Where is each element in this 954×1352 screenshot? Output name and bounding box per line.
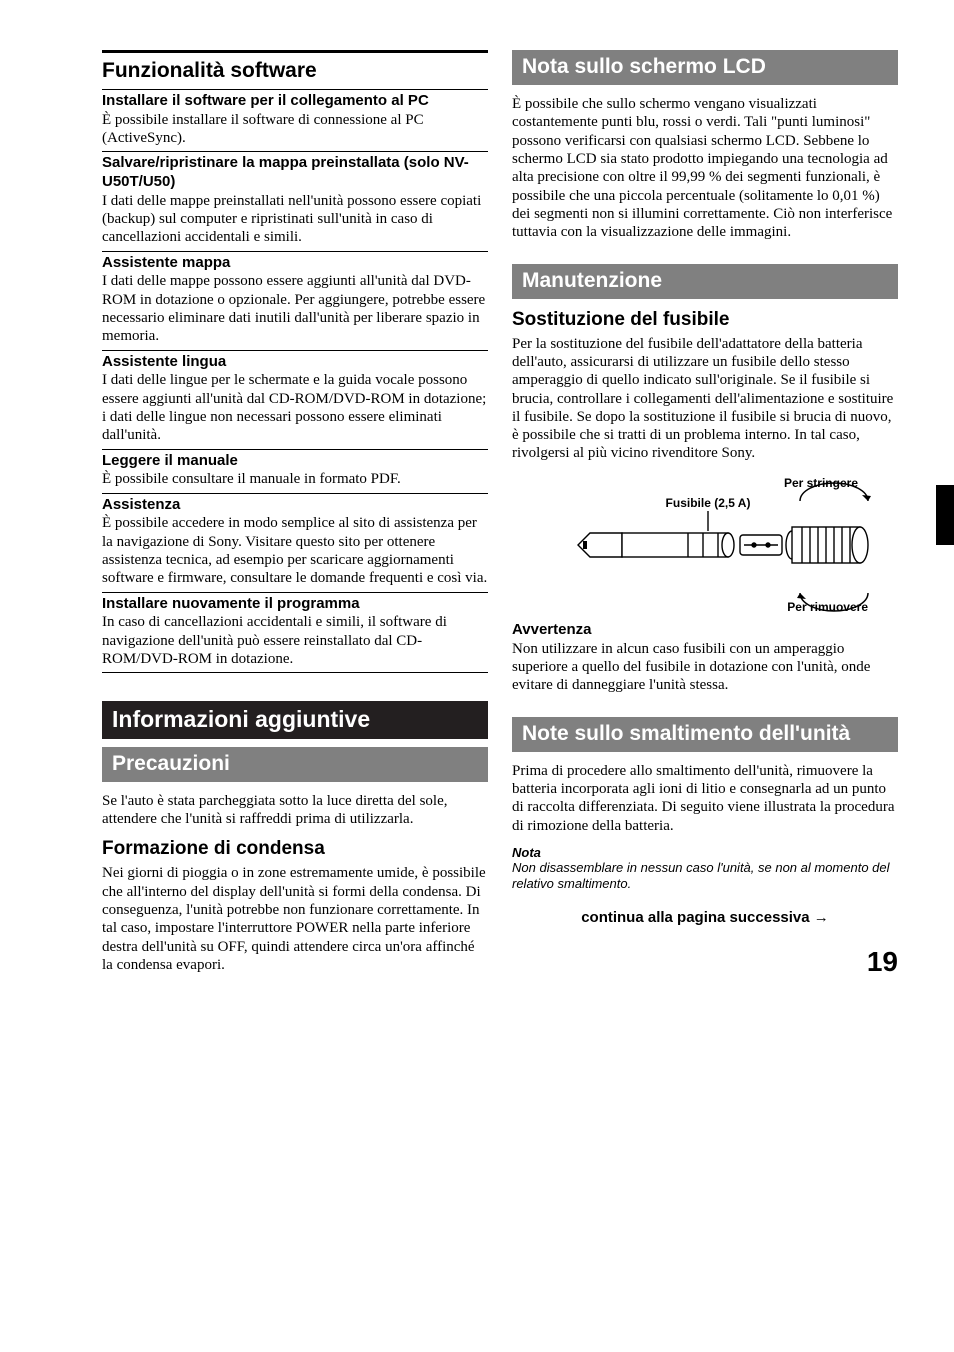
avvertenza-body: Non utilizzare in alcun caso fusibili co… — [512, 640, 898, 695]
fusibile-body: Per la sostituzione del fusibile dell'ad… — [512, 335, 898, 463]
nota-body: Non disassemblare in nessun caso l'unità… — [512, 860, 898, 891]
band-manutenzione: Manutenzione — [512, 264, 898, 299]
fig-label-fuse: Fusibile (2,5 A) — [666, 496, 751, 510]
rule — [102, 672, 488, 673]
rule — [102, 350, 488, 351]
sec-body: I dati delle lingue per le schermate e l… — [102, 371, 488, 444]
band-informazioni: Informazioni aggiuntive — [102, 701, 488, 738]
right-column: Nota sullo schermo LCD È possibile che s… — [512, 50, 898, 976]
rule — [102, 449, 488, 450]
fuse-diagram: Per stringere Fusibile (2,5 A) Per rimuo… — [512, 473, 898, 613]
page-columns: Funzionalità software Installare il soft… — [102, 50, 898, 976]
sec-body: È possibile consultare il manuale in for… — [102, 470, 488, 488]
fig-label-tighten: Per stringere — [784, 476, 858, 490]
sec-body: È possibile installare il software di co… — [102, 111, 488, 148]
sec-body: I dati delle mappe preinstallati nell'un… — [102, 192, 488, 247]
page-number: 19 — [867, 946, 898, 978]
continue-text: continua alla pagina successiva → — [512, 909, 898, 926]
rule — [102, 592, 488, 593]
sec-body: È possibile accedere in modo semplice al… — [102, 514, 488, 587]
heading-fusibile: Sostituzione del fusibile — [512, 309, 898, 331]
rule — [102, 493, 488, 494]
sec-heading: Installare il software per il collegamen… — [102, 92, 488, 111]
heading-avvertenza: Avvertenza — [512, 621, 898, 638]
heading-condensa: Formazione di condensa — [102, 838, 488, 860]
heading-funzionalita: Funzionalità software — [102, 59, 488, 83]
left-column: Funzionalità software Installare il soft… — [102, 50, 488, 976]
band-precauzioni: Precauzioni — [102, 747, 488, 782]
smaltimento-body: Prima di procedere allo smaltimento dell… — [512, 762, 898, 835]
sec-body: I dati delle mappe possono essere aggiun… — [102, 272, 488, 345]
band-smaltimento: Note sullo smaltimento dell'unità — [512, 717, 898, 752]
nota-label: Nota — [512, 845, 898, 860]
band-lcd: Nota sullo schermo LCD — [512, 50, 898, 85]
rule — [102, 151, 488, 152]
lcd-body: È possibile che sullo schermo vengano vi… — [512, 95, 898, 241]
fig-label-remove: Per rimuovere — [787, 600, 868, 613]
rule — [102, 251, 488, 252]
sec-heading: Installare nuovamente il programma — [102, 595, 488, 614]
sec-heading: Assistente lingua — [102, 353, 488, 372]
precauzioni-body: Se l'auto è stata parcheggiata sotto la … — [102, 792, 488, 829]
rule — [102, 50, 488, 53]
sec-heading: Assistente mappa — [102, 254, 488, 273]
sec-heading: Leggere il manuale — [102, 452, 488, 471]
sec-heading: Salvare/ripristinare la mappa preinstall… — [102, 154, 488, 192]
sec-heading: Assistenza — [102, 496, 488, 515]
sec-body: In caso di cancellazioni accidentali e s… — [102, 613, 488, 668]
condensa-body: Nei giorni di pioggia o in zone estremam… — [102, 864, 488, 974]
rule — [102, 89, 488, 90]
side-tab — [936, 485, 954, 545]
